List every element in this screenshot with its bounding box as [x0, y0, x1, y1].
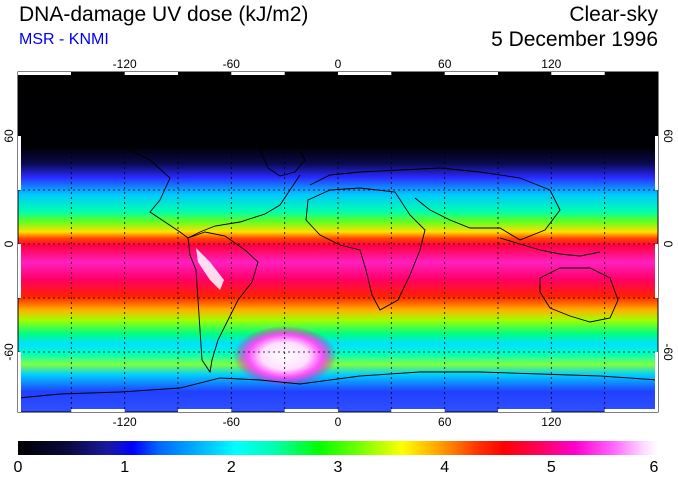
coast-south-america — [187, 231, 259, 374]
coast-greenland — [259, 145, 306, 177]
lat-tick-right: -60 — [661, 343, 675, 361]
source-label: MSR - KNMI — [19, 31, 109, 48]
lon-tick-bottom: -60 — [223, 415, 241, 429]
frame-segment-top — [124, 72, 178, 75]
page-title: DNA-damage UV dose (kJ/m2) — [19, 3, 309, 26]
frame-segment-bottom — [391, 409, 445, 412]
frame-segment-left — [18, 244, 21, 298]
frame-segment-left — [18, 352, 21, 412]
frame-segment-bottom — [604, 409, 658, 412]
lat-tick-left: 60 — [2, 129, 16, 143]
lon-tick-top: -60 — [223, 57, 241, 71]
lon-tick-top: -120 — [113, 57, 137, 71]
lat-tick-left: -60 — [2, 343, 16, 361]
frame-segment-top — [338, 72, 392, 75]
lon-tick-top: 60 — [438, 57, 452, 71]
lon-tick-top: 120 — [541, 57, 561, 71]
frame-segment-top — [444, 72, 498, 75]
coast-antarctica — [18, 371, 658, 399]
frame-segment-right — [655, 136, 658, 190]
frame-segment-top — [18, 72, 71, 75]
lat-tick-right: 60 — [661, 129, 675, 143]
frame-segment-top — [231, 72, 285, 75]
lon-tick-bottom: 120 — [541, 415, 561, 429]
andes-highlight — [196, 248, 224, 290]
frame-segment-left — [18, 136, 21, 190]
coast-africa — [305, 187, 426, 311]
frame-segment-right — [655, 244, 658, 298]
map-frame — [17, 71, 659, 413]
lon-tick-bottom: -120 — [113, 415, 137, 429]
colorbar-label: 0 — [13, 459, 23, 476]
coast-australia — [539, 267, 619, 323]
frame-segment-right — [655, 352, 658, 412]
lat-tick-right: 0 — [661, 241, 675, 248]
frame-segment-bottom — [71, 409, 125, 412]
colorbar-label: 2 — [226, 459, 236, 476]
date-label: 5 December 1996 — [491, 28, 658, 51]
lon-tick-bottom: 60 — [438, 415, 452, 429]
frame-segment-bottom — [284, 409, 338, 412]
graticule — [18, 72, 658, 412]
uv-hotspot — [233, 326, 337, 386]
lon-tick-top: 0 — [335, 57, 342, 71]
frame-segment-bottom — [498, 409, 552, 412]
colorbar-label: 1 — [120, 459, 130, 476]
colorbar-label: 6 — [649, 459, 659, 476]
frame-segment-top — [551, 72, 605, 75]
coast-indonesia — [499, 237, 601, 257]
colorbar-label: 4 — [440, 459, 450, 476]
lon-tick-bottom: 0 — [335, 415, 342, 429]
frame-segment-bottom — [178, 409, 232, 412]
sky-condition: Clear-sky — [569, 3, 658, 26]
colorbar-label: 3 — [333, 459, 343, 476]
coast-eurasia — [309, 167, 561, 241]
colorbar — [18, 441, 658, 455]
lat-tick-left: 0 — [2, 240, 16, 247]
colorbar-label: 5 — [546, 459, 556, 476]
